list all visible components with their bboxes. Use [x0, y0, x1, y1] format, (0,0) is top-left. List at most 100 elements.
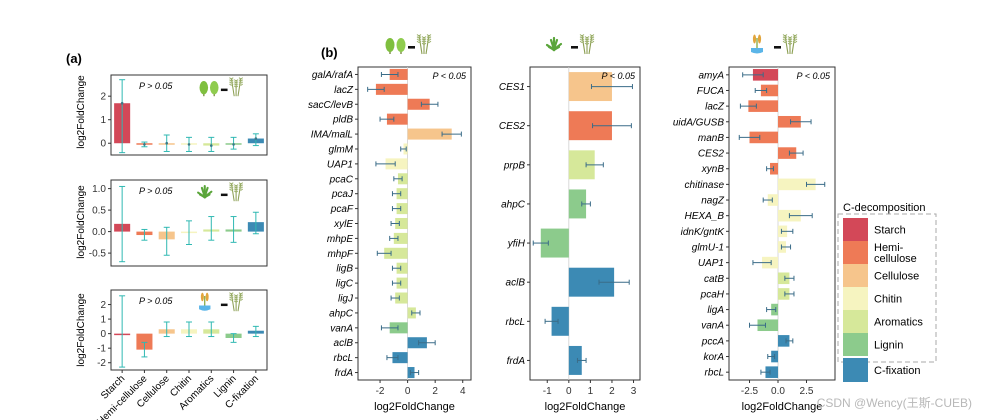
bar	[770, 162, 779, 175]
gene-label: pldB	[332, 115, 353, 126]
gene-label: frdA	[335, 368, 354, 379]
wheat-grain-icon	[579, 38, 583, 41]
gene-label: aclB	[506, 278, 526, 289]
wheat-grain-icon	[579, 34, 583, 37]
bar	[778, 335, 790, 347]
panel-a-subplot: 0 1 2 P > 0.05	[100, 74, 268, 156]
gene-label: CES2	[698, 149, 725, 160]
gene-label: ligB	[336, 264, 353, 275]
wheat-grain-icon	[233, 190, 237, 193]
wheat-grain-icon	[586, 40, 590, 43]
wheat-grain-icon	[238, 296, 242, 299]
y-axis-label: log2FoldChange	[76, 75, 87, 149]
p-value-text: P < 0.05	[602, 71, 636, 81]
wheat-grain-icon	[794, 36, 798, 39]
wheat-grain-icon	[233, 186, 237, 189]
y-tick-label: 1.0	[92, 184, 106, 195]
legend-swatch	[843, 310, 868, 333]
wheat-grain-icon	[231, 296, 234, 299]
wheat-grain-icon	[586, 36, 590, 39]
grain-icon	[757, 34, 762, 44]
wheat-grain-icon	[238, 182, 242, 185]
wheat-grain-icon	[240, 79, 244, 82]
wheat-grain-icon	[787, 36, 791, 39]
x-tick-label: 2	[432, 386, 438, 397]
bar	[749, 131, 779, 144]
wheat-grain-icon	[784, 38, 788, 41]
y-tick-label: 2	[100, 300, 106, 311]
wheat-grain-icon	[229, 83, 232, 86]
wheat-grain-icon	[233, 300, 237, 303]
legend-label: Aromatics	[874, 317, 923, 329]
y-tick-label: 1	[100, 315, 106, 326]
y-tick-label: -2	[97, 358, 106, 369]
wheat-grain-icon	[231, 292, 234, 295]
wheat-grain-icon	[238, 79, 242, 82]
bar	[385, 158, 408, 170]
wheat-grain-icon	[235, 186, 239, 189]
gene-label: ahpC	[501, 199, 526, 210]
wheat-grain-icon	[421, 40, 425, 43]
gene-label: pccA	[701, 336, 725, 347]
wheat-grain-icon	[229, 188, 232, 191]
wheat-grain-icon	[238, 298, 242, 301]
mean-point	[165, 141, 169, 145]
wheat-grain-icon	[792, 34, 796, 37]
bar	[551, 306, 569, 336]
wheat-grain-icon	[794, 38, 798, 41]
x-axis-label: log2FoldChange	[742, 401, 823, 413]
wheat-grain-icon	[235, 294, 239, 297]
wheat-grain-icon	[233, 188, 237, 191]
wheat-grain-icon	[229, 182, 232, 185]
y-axis-label: log2FoldChange	[76, 293, 87, 367]
gene-label: vanA	[701, 321, 724, 332]
gene-label: chitinase	[685, 180, 725, 191]
legend-label: cellulose	[874, 253, 917, 265]
gene-label: catB	[704, 274, 724, 285]
legend-swatch	[843, 333, 868, 356]
gene-label: rbcL	[334, 353, 353, 364]
tree-crown-icon	[396, 38, 406, 52]
p-value-text: P < 0.05	[433, 71, 467, 81]
bar	[568, 345, 582, 375]
dash-icon	[408, 46, 415, 49]
gene-label: IMA/malL	[311, 130, 353, 141]
bar	[778, 272, 790, 285]
wheat-grain-icon	[240, 292, 244, 295]
grain-icon	[200, 292, 204, 302]
wheat-grain-icon	[229, 77, 232, 80]
wheat-grain-icon	[231, 184, 234, 187]
wheat-grain-icon	[240, 296, 244, 299]
wheat-grain-icon	[782, 38, 786, 41]
y-tick-label: 0	[100, 139, 106, 150]
grain-icon	[752, 34, 757, 44]
gene-label: lacZ	[705, 102, 725, 113]
wheat-grain-icon	[229, 298, 232, 301]
wheat-grain-icon	[416, 38, 420, 41]
wheat-grain-icon	[418, 34, 422, 37]
tree-crown-icon	[209, 81, 219, 95]
legend-label: Lignin	[874, 340, 903, 352]
wheat-grain-icon	[233, 296, 237, 299]
panel-a-subplot: -0.5 0.0 0.5 1.0 P > 0.05	[89, 179, 268, 267]
y-tick-label: 2	[100, 92, 106, 103]
legend-label: Hemi-	[874, 242, 904, 254]
mean-point	[232, 143, 235, 146]
watermark: CSDN @Wency(王斯-CUEB)	[817, 396, 972, 410]
wheat-grain-icon	[238, 292, 242, 295]
gene-label: rbcL	[506, 317, 525, 328]
mean-point	[187, 143, 191, 146]
wheat-grain-icon	[787, 42, 791, 45]
x-tick-label: 2.5	[800, 386, 814, 397]
wheat-grain-icon	[584, 38, 588, 41]
wheat-grain-icon	[240, 294, 244, 297]
gene-label: idnK/gntK	[681, 227, 726, 238]
bar	[396, 277, 408, 289]
y-tick-label: -0.5	[89, 249, 107, 260]
wheat-grain-icon	[229, 292, 232, 295]
wheat-grain-icon	[789, 42, 793, 45]
bar	[778, 288, 790, 300]
wheat-grain-icon	[426, 38, 430, 41]
mean-point	[254, 137, 258, 140]
